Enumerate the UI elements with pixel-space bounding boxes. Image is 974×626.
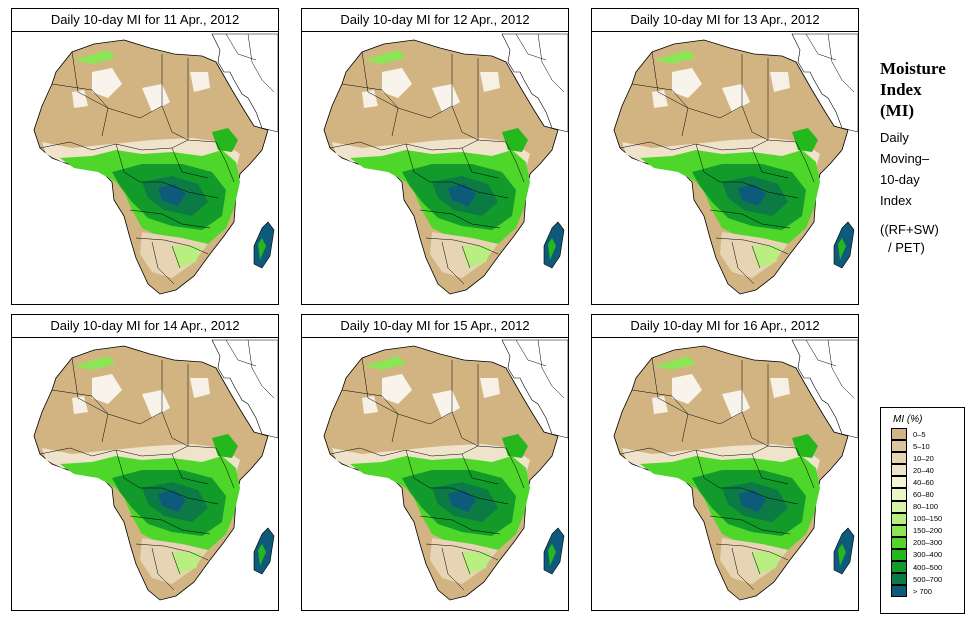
legend-swatch xyxy=(891,476,907,489)
formula-line: ((RF+SW) xyxy=(880,222,939,237)
panel-title: Daily 10-day MI for 11 Apr., 2012 xyxy=(11,8,279,32)
map-panel-2: Daily 10-day MI for 12 Apr., 2012 xyxy=(301,8,569,305)
map-panel-3: Daily 10-day MI for 13 Apr., 2012 xyxy=(591,8,859,305)
legend-label: 40–60 xyxy=(913,477,934,487)
legend-item: 0–5 xyxy=(891,428,964,441)
legend-item: > 700 xyxy=(891,585,964,598)
africa-map xyxy=(301,31,569,305)
legend-item: 500–700 xyxy=(891,573,964,586)
legend-label: 60–80 xyxy=(913,490,934,500)
africa-map xyxy=(591,337,859,611)
legend-label: 400–500 xyxy=(913,562,943,572)
legend-item: 400–500 xyxy=(891,561,964,574)
legend-label: 5–10 xyxy=(913,441,930,451)
heading-line: (MI) xyxy=(880,101,914,120)
legend-item: 150–200 xyxy=(891,524,964,537)
map-panel-1: Daily 10-day MI for 11 Apr., 2012 xyxy=(11,8,279,305)
legend-label: > 700 xyxy=(913,586,932,596)
legend-item: 300–400 xyxy=(891,548,964,562)
legend-item: 60–80 xyxy=(891,488,964,501)
map-image xyxy=(302,338,568,610)
legend-swatch xyxy=(891,428,907,441)
legend-swatch xyxy=(891,524,907,537)
legend-swatch xyxy=(891,573,907,586)
heading-line: Moisture xyxy=(880,59,946,78)
map-image xyxy=(592,32,858,304)
formula-line: / PET) xyxy=(888,240,925,255)
map-image xyxy=(12,32,278,304)
legend-label: 150–200 xyxy=(913,526,943,536)
panel-title: Daily 10-day MI for 12 Apr., 2012 xyxy=(301,8,569,32)
description-line: Daily xyxy=(880,130,909,145)
legend-label: 10–20 xyxy=(913,453,934,463)
description-line: Index xyxy=(880,193,912,208)
color-legend: MI (%) 0–5 5–10 10–20 20–40 40–60 60–80 80–100… xyxy=(880,407,965,614)
africa-map xyxy=(11,337,279,611)
legend-label: 100–150 xyxy=(913,514,943,524)
description-line: Moving– xyxy=(880,151,930,166)
legend-swatch xyxy=(891,512,907,525)
legend-swatch xyxy=(891,548,907,562)
panel-title: Daily 10-day MI for 13 Apr., 2012 xyxy=(591,8,859,32)
legend-label: 20–40 xyxy=(913,465,934,475)
legend-item: 20–40 xyxy=(891,464,964,477)
legend-swatch xyxy=(891,440,907,453)
panel-title: Daily 10-day MI for 15 Apr., 2012 xyxy=(301,314,569,338)
heading-line: Index xyxy=(880,80,922,99)
legend-swatch xyxy=(891,561,907,574)
legend-label: 300–400 xyxy=(913,550,943,560)
map-image xyxy=(592,338,858,610)
africa-map xyxy=(11,31,279,305)
legend-item: 5–10 xyxy=(891,440,964,453)
legend-item: 200–300 xyxy=(891,536,964,549)
legend-swatch xyxy=(891,536,907,549)
africa-map xyxy=(301,337,569,611)
map-panel-6: Daily 10-day MI for 16 Apr., 2012 xyxy=(591,314,859,611)
legend-swatch xyxy=(891,452,907,465)
legend-item: 80–100 xyxy=(891,500,964,513)
panel-title: Daily 10-day MI for 14 Apr., 2012 xyxy=(11,314,279,338)
map-image xyxy=(302,32,568,304)
legend-label: 200–300 xyxy=(913,538,943,548)
legend-item: 10–20 xyxy=(891,452,964,465)
legend-title: MI (%) xyxy=(893,414,923,425)
legend-swatch xyxy=(891,488,907,501)
legend-swatch xyxy=(891,500,907,513)
legend-label: 500–700 xyxy=(913,574,943,584)
description-line: 10-day xyxy=(880,172,920,187)
map-panel-4: Daily 10-day MI for 14 Apr., 2012 xyxy=(11,314,279,611)
map-image xyxy=(12,338,278,610)
legend-swatch xyxy=(891,464,907,477)
legend-swatch xyxy=(891,585,907,598)
legend-item: 40–60 xyxy=(891,476,964,489)
index-description: Moisture Index (MI) Daily Moving– 10-day… xyxy=(880,58,970,257)
africa-map xyxy=(591,31,859,305)
map-panel-5: Daily 10-day MI for 15 Apr., 2012 xyxy=(301,314,569,611)
legend-label: 80–100 xyxy=(913,502,939,512)
panel-title: Daily 10-day MI for 16 Apr., 2012 xyxy=(591,314,859,338)
legend-item: 100–150 xyxy=(891,512,964,525)
legend-label: 0–5 xyxy=(913,429,926,439)
